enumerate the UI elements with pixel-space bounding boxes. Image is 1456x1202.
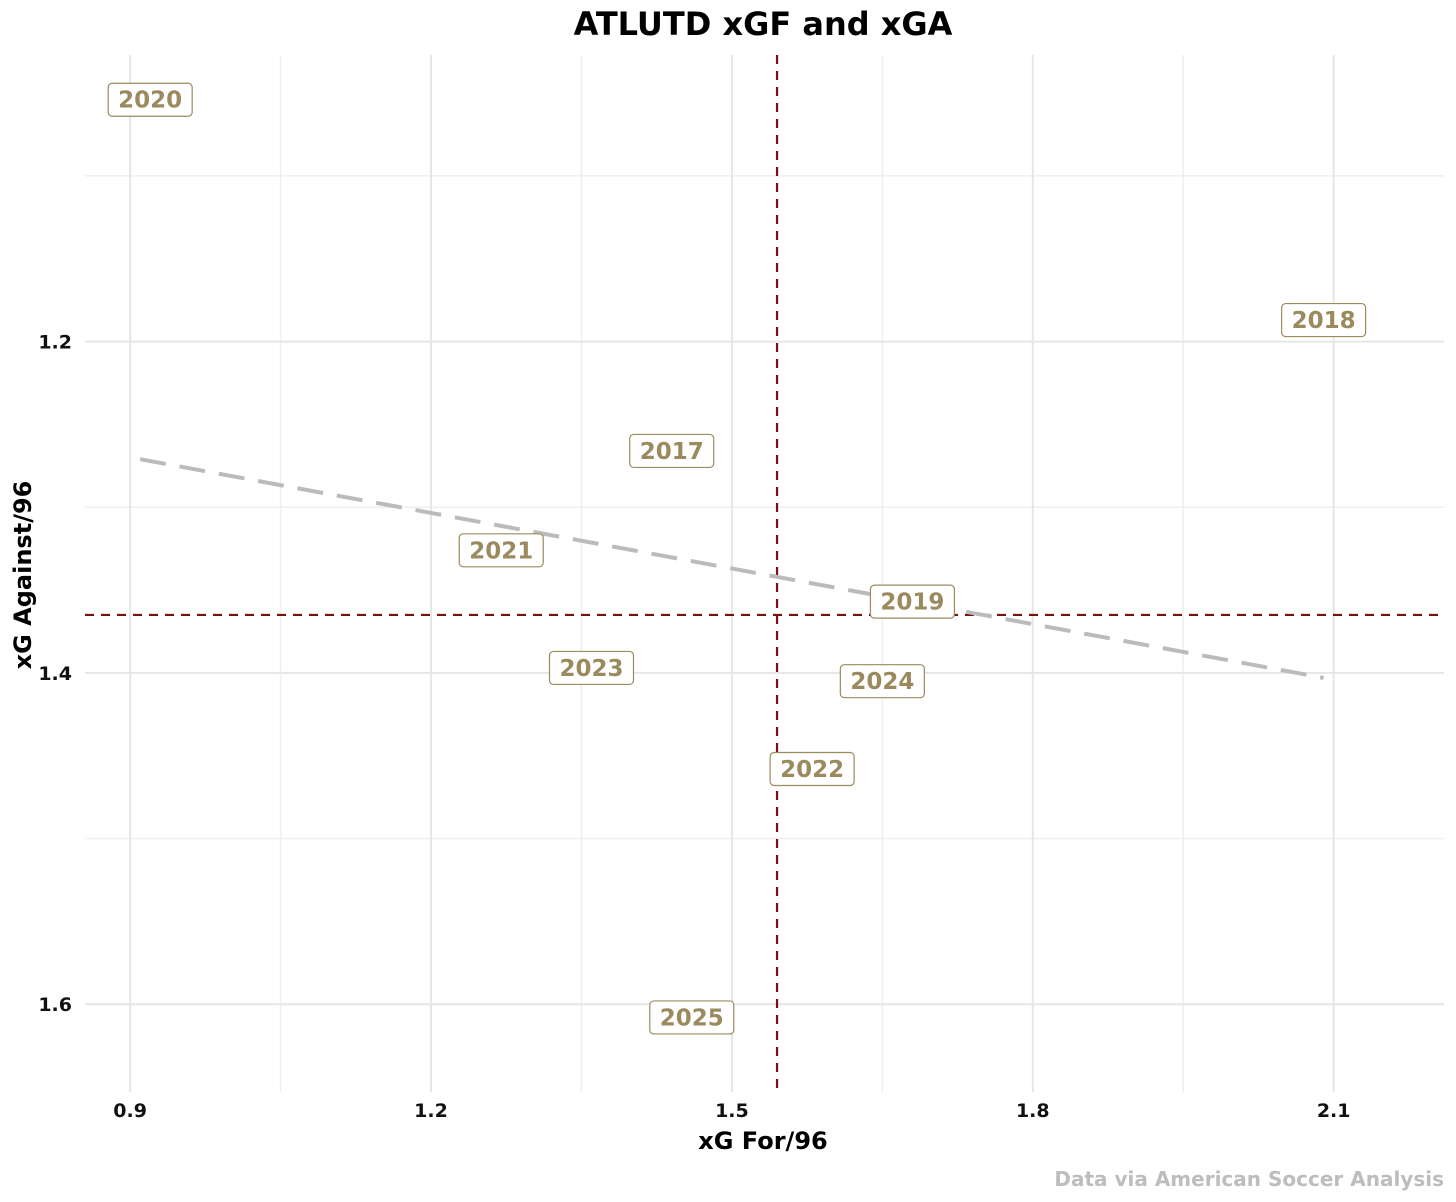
season-label-2022: 2022 <box>769 751 855 787</box>
season-label-box <box>1281 302 1367 338</box>
season-label-text: 2020 <box>118 88 182 114</box>
season-label-text: 2023 <box>559 656 623 682</box>
season-label-2025: 2025 <box>649 1000 735 1035</box>
season-label-box <box>769 751 855 787</box>
season-label-2024: 2024 <box>839 664 925 699</box>
trend-line-group <box>139 457 1325 680</box>
season-label-text: 2022 <box>780 757 844 783</box>
season-label-box <box>629 433 715 469</box>
season-label-2018: 2018 <box>1281 302 1367 338</box>
x-tick-label: 1.8 <box>1016 1100 1050 1122</box>
season-label-text: 2021 <box>469 538 533 564</box>
season-label-2023: 2023 <box>548 650 635 686</box>
season-label-2017: 2017 <box>629 433 715 469</box>
season-label-box <box>839 664 925 699</box>
x-axis-title: xG For/96 <box>698 1127 827 1155</box>
grid <box>85 55 1444 1092</box>
point-labels: 2017 2018 2019 2020 2021 2022 2023 2024 2025 <box>107 82 1367 1035</box>
y-tick-label: 1.6 <box>38 994 72 1016</box>
season-label-2019: 2019 <box>869 584 956 619</box>
season-label-text: 2019 <box>880 590 944 616</box>
season-label-box <box>649 1000 735 1035</box>
x-tick-label: 2.1 <box>1317 1100 1351 1122</box>
season-label-text: 2017 <box>640 439 704 465</box>
trend-line <box>139 457 1325 680</box>
season-label-box <box>107 82 193 117</box>
season-label-box <box>869 584 956 619</box>
season-label-text: 2024 <box>850 669 914 695</box>
season-label-2021: 2021 <box>458 533 544 568</box>
season-label-text: 2025 <box>660 1005 724 1031</box>
y-axis-title: xG Against/96 <box>9 481 37 670</box>
tick-labels: 0.9 1.2 1.5 1.8 2.1 1.2 1.4 1.6 <box>38 332 1350 1122</box>
y-tick-label: 1.2 <box>38 332 72 354</box>
season-label-box <box>548 650 635 686</box>
x-tick-label: 1.5 <box>715 1100 749 1122</box>
reference-lines <box>85 55 1444 1092</box>
source-caption: Data via American Soccer Analysis <box>1054 1167 1444 1191</box>
season-label-2020: 2020 <box>107 82 193 117</box>
season-label-text: 2018 <box>1292 308 1356 334</box>
y-tick-label: 1.4 <box>38 663 72 685</box>
chart-title: ATLUTD xGF and xGA <box>574 5 953 43</box>
season-label-box <box>458 533 544 568</box>
x-tick-label: 0.9 <box>113 1100 147 1122</box>
x-tick-label: 1.2 <box>414 1100 448 1122</box>
